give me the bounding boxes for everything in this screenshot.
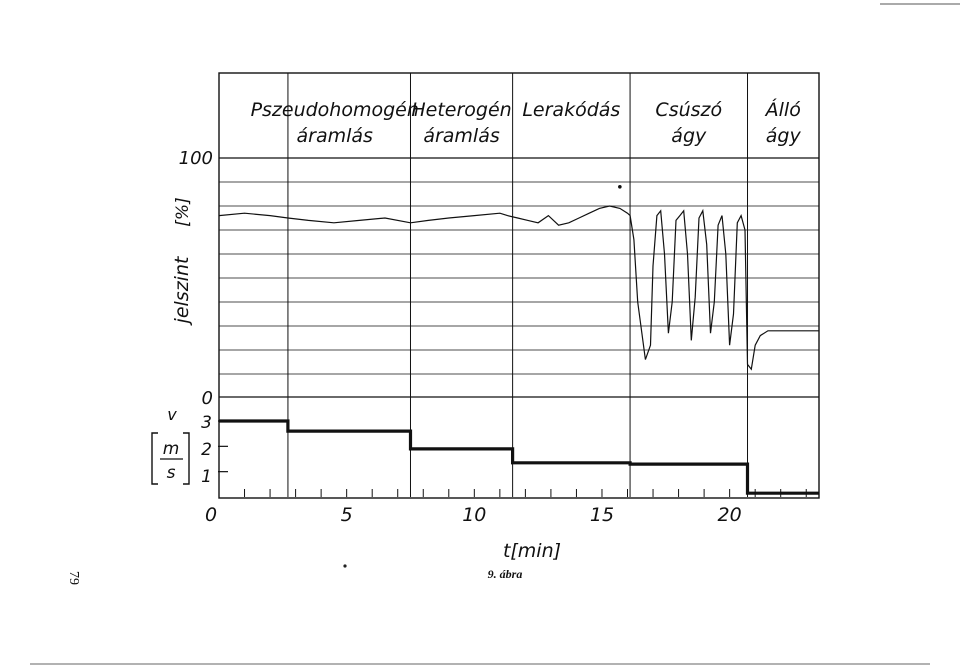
regime-label-3-line2: ágy xyxy=(671,125,707,147)
y-axis-unit: [%] xyxy=(173,197,193,226)
v-label: v xyxy=(167,405,177,424)
regime-labels: PszeudohomogénáramlásHeterogénáramlásLer… xyxy=(251,98,802,147)
annotation-dot xyxy=(618,185,622,189)
x-tick-label-0: 0 xyxy=(205,504,217,526)
regime-label-3-line1: Csúszó xyxy=(655,99,722,121)
regime-label-2-line1: Lerakódás xyxy=(522,99,620,121)
x-tick-label-10: 10 xyxy=(462,504,486,526)
page-number: 79 xyxy=(66,571,81,585)
regime-label-4-line1: Álló xyxy=(764,98,801,121)
regime-label-0-line2: áramlás xyxy=(297,125,374,147)
level-series-line xyxy=(218,205,819,371)
velocity-plot: 3 2 1 v m s 0 5 10 15 20 t[min] xyxy=(151,396,819,562)
velocity-series-line xyxy=(219,419,819,495)
v-unit-num: m xyxy=(163,439,180,459)
v-tick-1: 1 xyxy=(201,467,212,487)
x-axis-ticks xyxy=(244,489,807,497)
velocity-y-ticks xyxy=(218,420,228,473)
x-tick-label-5: 5 xyxy=(341,504,353,526)
level-plot: PszeudohomogénáramlásHeterogénáramlásLer… xyxy=(171,72,820,499)
x-tick-labels: 0 5 10 15 20 xyxy=(205,504,742,526)
y-tick-100: 100 xyxy=(179,148,213,169)
y-axis-label: jelszint xyxy=(171,255,193,326)
figure-caption: 9. ábra xyxy=(488,567,523,581)
horizontal-grid xyxy=(219,157,819,375)
v-unit-den: s xyxy=(167,463,176,483)
regime-label-0-line1: Pszeudohomogén xyxy=(251,99,419,121)
plot-frame xyxy=(218,72,820,499)
regime-label-1-line2: áramlás xyxy=(423,125,500,147)
regime-label-4-line2: ágy xyxy=(766,125,802,147)
v-tick-3: 3 xyxy=(201,413,212,433)
y-tick-0: 0 xyxy=(202,388,213,409)
x-tick-label-15: 15 xyxy=(590,504,614,526)
regime-dividers xyxy=(287,73,749,497)
x-axis-label: t[min] xyxy=(503,540,561,562)
v-unit: m s xyxy=(151,432,190,485)
regime-label-1-line1: Heterogén xyxy=(411,99,511,121)
stray-dot xyxy=(343,564,347,568)
v-tick-2: 2 xyxy=(201,440,212,460)
x-tick-label-20: 20 xyxy=(718,504,742,526)
